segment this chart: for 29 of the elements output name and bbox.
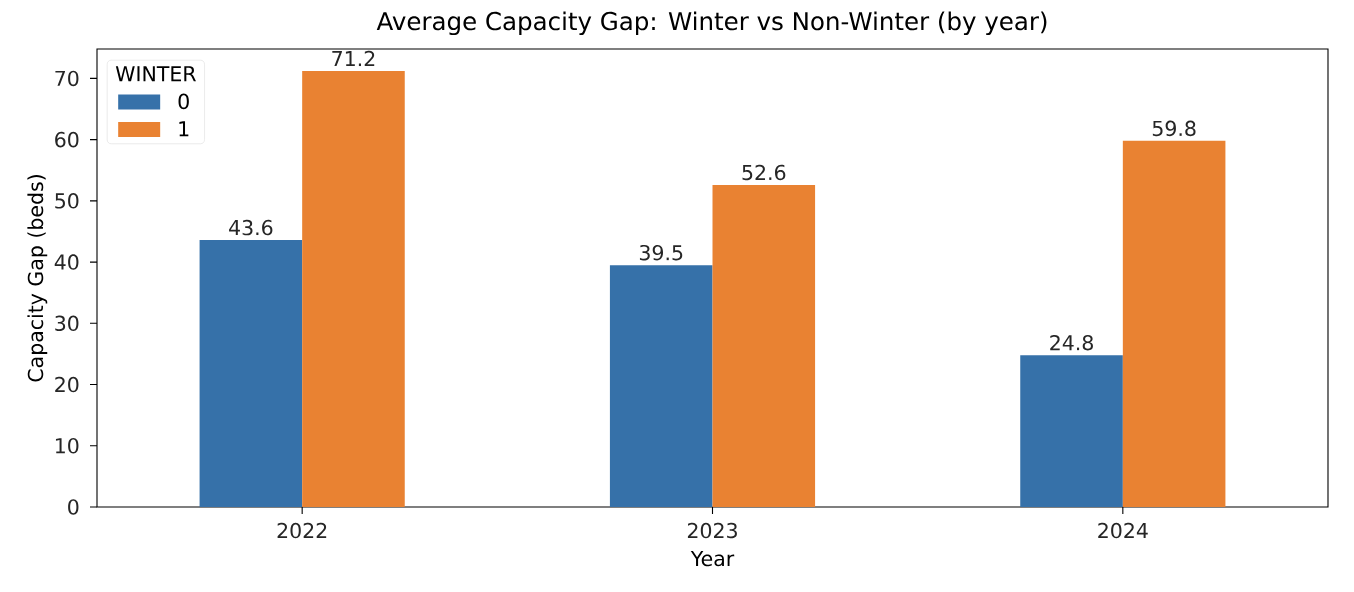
x-tick-label: 2022 bbox=[277, 522, 327, 539]
y-tick-label: 60 bbox=[55, 131, 79, 148]
data-label: 52.6 bbox=[742, 164, 786, 181]
bar bbox=[609, 265, 713, 507]
x-tick-label: 2024 bbox=[1098, 522, 1148, 539]
legend-label: 0 bbox=[178, 93, 189, 110]
bar bbox=[1020, 355, 1123, 507]
legend-title: WINTER bbox=[115, 66, 196, 82]
chart-title: Average Capacity Gap: Winter vs Non-Winter (by year) bbox=[376, 11, 1047, 36]
bar bbox=[302, 71, 405, 507]
y-tick-label: 10 bbox=[55, 438, 79, 454]
y-tick-label: 40 bbox=[54, 254, 79, 270]
data-label: 43.6 bbox=[229, 219, 273, 236]
data-label: 71.2 bbox=[332, 50, 375, 67]
bar bbox=[199, 240, 303, 507]
data-label: 24.8 bbox=[1050, 334, 1093, 351]
y-tick-label: 50 bbox=[55, 193, 79, 209]
y-tick-label: 0 bbox=[68, 499, 79, 515]
bar bbox=[1122, 140, 1226, 507]
x-axis-title: Year bbox=[690, 551, 735, 567]
y-tick-label: 30 bbox=[55, 315, 79, 332]
data-label: 59.8 bbox=[1152, 120, 1196, 137]
y-axis-title: Capacity Gap (beds) bbox=[27, 175, 48, 382]
data-label: 39.5 bbox=[639, 244, 683, 261]
legend-label: 1 bbox=[179, 121, 189, 137]
x-tick-label: 2023 bbox=[687, 522, 737, 539]
y-tick-label: 70 bbox=[55, 70, 79, 87]
y-tick-label: 20 bbox=[55, 376, 79, 393]
bar bbox=[712, 184, 816, 507]
